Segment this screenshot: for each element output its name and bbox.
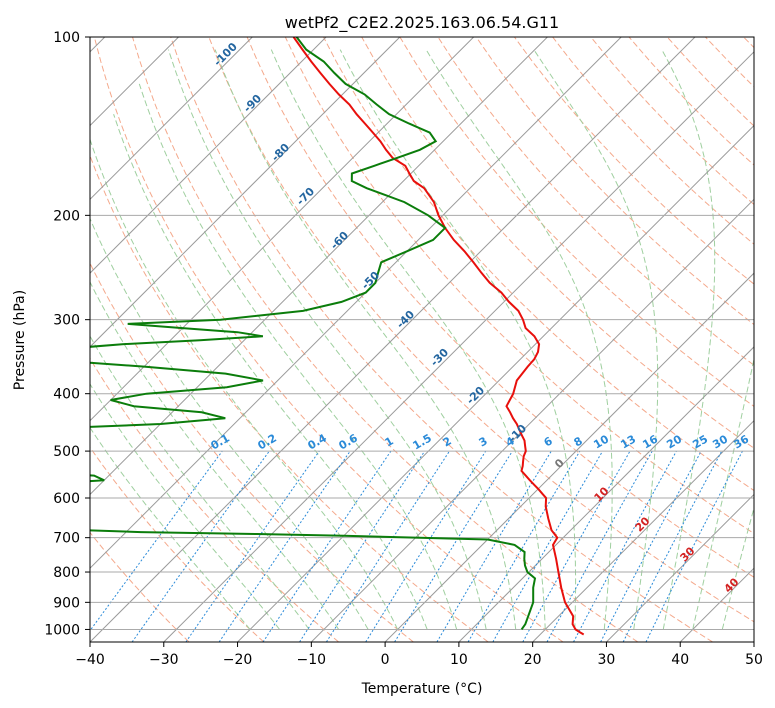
moist-adiabat <box>138 83 458 630</box>
x-tick-label: −40 <box>75 652 105 668</box>
mixing-ratio-line <box>645 450 743 642</box>
isotherm <box>237 124 754 642</box>
moist-adiabat <box>533 49 659 630</box>
y-tick-label: 400 <box>53 387 80 403</box>
x-axis: −40 −30 −20 −10 0 10 20 30 40 50 <box>75 642 763 668</box>
x-tick-label: 40 <box>671 652 689 668</box>
dry-adiabat <box>361 37 754 449</box>
x-tick-label: −10 <box>297 652 327 668</box>
background-lines <box>90 37 754 642</box>
dry-adiabat <box>513 37 754 285</box>
dry-adiabat <box>399 37 754 408</box>
dry-adiabat <box>475 37 754 326</box>
y-tick-label: 600 <box>53 491 80 507</box>
moist-adiabat <box>425 49 613 630</box>
dry-adiabat <box>170 37 713 642</box>
x-tick-label: −20 <box>223 652 253 668</box>
dry-adiabat <box>93 37 564 642</box>
isotherm <box>90 37 475 422</box>
moist-adiabat <box>90 217 369 630</box>
y-tick-label: 800 <box>53 565 80 581</box>
mixing-ratio-line <box>325 450 450 642</box>
mixing-ratio-line <box>299 450 426 642</box>
x-tick-label: 20 <box>524 652 542 668</box>
x-tick-label: 50 <box>745 652 763 668</box>
moist-adiabat <box>90 137 399 630</box>
y-tick-label: 700 <box>53 531 80 547</box>
dry-adiabat <box>132 37 639 642</box>
dry-adiabat <box>90 446 265 642</box>
moist-adiabat <box>167 49 487 630</box>
dewpoint-profile <box>90 37 537 630</box>
isotherm <box>384 272 754 642</box>
mixing-ratio-line <box>394 450 513 642</box>
chart-title: wetPf2_C2E2.2025.163.06.54.G11 <box>285 13 559 33</box>
mixing-ratio-line <box>546 450 653 642</box>
isotherm <box>90 37 548 496</box>
isotherm <box>90 37 401 348</box>
y-tick-label: 900 <box>53 595 80 611</box>
isotherm <box>606 493 754 642</box>
y-axis-label: Pressure (hPa) <box>12 290 28 390</box>
x-tick-label: −30 <box>149 652 179 668</box>
mixing-ratio-line <box>522 450 631 642</box>
mixing-ratio-line <box>131 450 270 642</box>
isotherm <box>532 419 754 642</box>
x-tick-label: 30 <box>598 652 616 668</box>
dry-adiabat <box>90 357 339 642</box>
moist-adiabat <box>113 114 428 630</box>
dry-adiabat <box>90 154 489 642</box>
x-axis-label: Temperature (°C) <box>361 681 483 697</box>
mixing-ratio-line <box>573 450 677 642</box>
y-tick-label: 300 <box>53 313 80 329</box>
mixing-ratio-line <box>218 450 351 642</box>
mixing-ratio-line <box>185 450 320 642</box>
moist-adiabat <box>692 356 754 630</box>
y-axis: 100 200 300 400 500 600 700 800 900 1000 <box>44 30 90 638</box>
moist-adiabat <box>90 383 280 630</box>
x-tick-label: 10 <box>450 652 468 668</box>
y-tick-label: 500 <box>53 444 80 460</box>
mixing-ratio-line <box>492 450 604 642</box>
isotherm <box>90 37 327 274</box>
isotherm <box>310 198 754 642</box>
y-tick-label: 200 <box>53 208 80 224</box>
moist-adiabat <box>661 49 716 630</box>
mixing-ratio-line <box>90 450 223 632</box>
mixing-ratio-line <box>262 450 392 642</box>
moist-adiabat <box>90 280 340 630</box>
moist-adiabat <box>90 426 251 630</box>
y-tick-label: 1000 <box>44 622 80 638</box>
mixing-ratio-line <box>622 450 723 642</box>
profiles <box>90 37 585 636</box>
x-tick-label: 0 <box>381 652 390 668</box>
dry-adiabat <box>90 531 190 642</box>
dry-adiabat <box>208 37 754 623</box>
isotherm <box>90 37 696 642</box>
dry-adiabat <box>246 37 754 578</box>
isotherm <box>90 37 622 569</box>
temperature-profile <box>292 37 585 636</box>
moist-adiabat <box>270 49 546 630</box>
isotherm <box>90 37 253 201</box>
plot-frame <box>89 36 755 643</box>
isotherm <box>458 346 754 642</box>
y-tick-label: 100 <box>53 30 80 46</box>
isotherm <box>163 51 754 642</box>
